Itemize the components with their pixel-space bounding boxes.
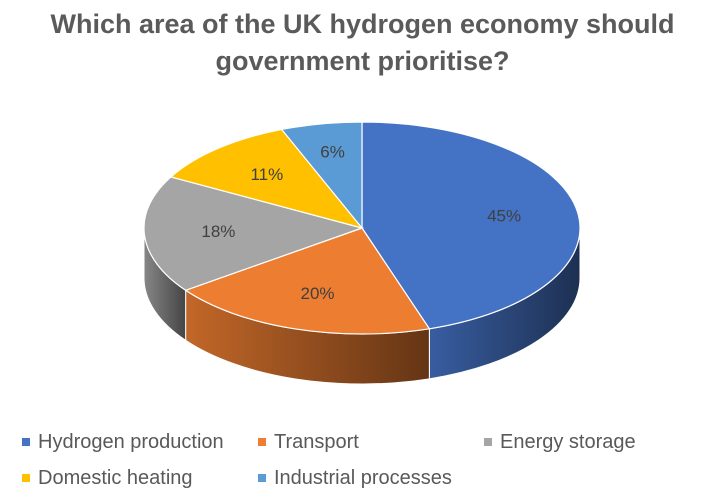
data-label-transport: 20% [301, 284, 335, 303]
pie-slice-transport [184, 227, 431, 335]
data-label-industrial-processes: 6% [320, 143, 345, 162]
legend-label-industrial-processes: Industrial processes [274, 466, 452, 489]
legend-label-hydrogen-production: Hydrogen production [38, 430, 224, 453]
pie-top-faces [143, 121, 581, 335]
legend-item-transport: Transport [258, 430, 359, 454]
legend-swatch-energy-storage [484, 438, 492, 446]
chart-title-line-1: Which area of the UK hydrogen economy sh… [50, 9, 675, 39]
pie-data-labels: 45% 20% 18% 11% 6% [201, 143, 521, 304]
legend-label-energy-storage: Energy storage [500, 430, 636, 453]
legend-swatch-industrial-processes [258, 474, 266, 482]
data-label-domestic-heating: 11% [250, 165, 283, 184]
legend-item-industrial-processes: Industrial processes [258, 466, 452, 490]
legend-item-energy-storage: Energy storage [484, 430, 636, 454]
pie-slice-hydrogen-production [361, 121, 581, 330]
data-label-hydrogen-production: 45% [487, 207, 521, 226]
chart-title-line-2: government prioritise? [215, 46, 510, 76]
chart-title: Which area of the UK hydrogen economy sh… [0, 6, 725, 80]
legend-item-domestic-heating: Domestic heating [22, 466, 193, 490]
data-label-energy-storage: 18% [201, 222, 235, 241]
pie-slice-energy-storage [143, 176, 365, 291]
pie-slice-industrial-processes [280, 121, 363, 230]
legend-label-transport: Transport [274, 430, 359, 453]
pie-slice-domestic-heating [169, 128, 364, 230]
legend-label-domestic-heating: Domestic heating [38, 466, 193, 489]
legend-item-hydrogen-production: Hydrogen production [22, 430, 224, 454]
legend-swatch-hydrogen-production [22, 438, 30, 446]
legend-swatch-domestic-heating [22, 474, 30, 482]
legend-swatch-transport [258, 438, 266, 446]
